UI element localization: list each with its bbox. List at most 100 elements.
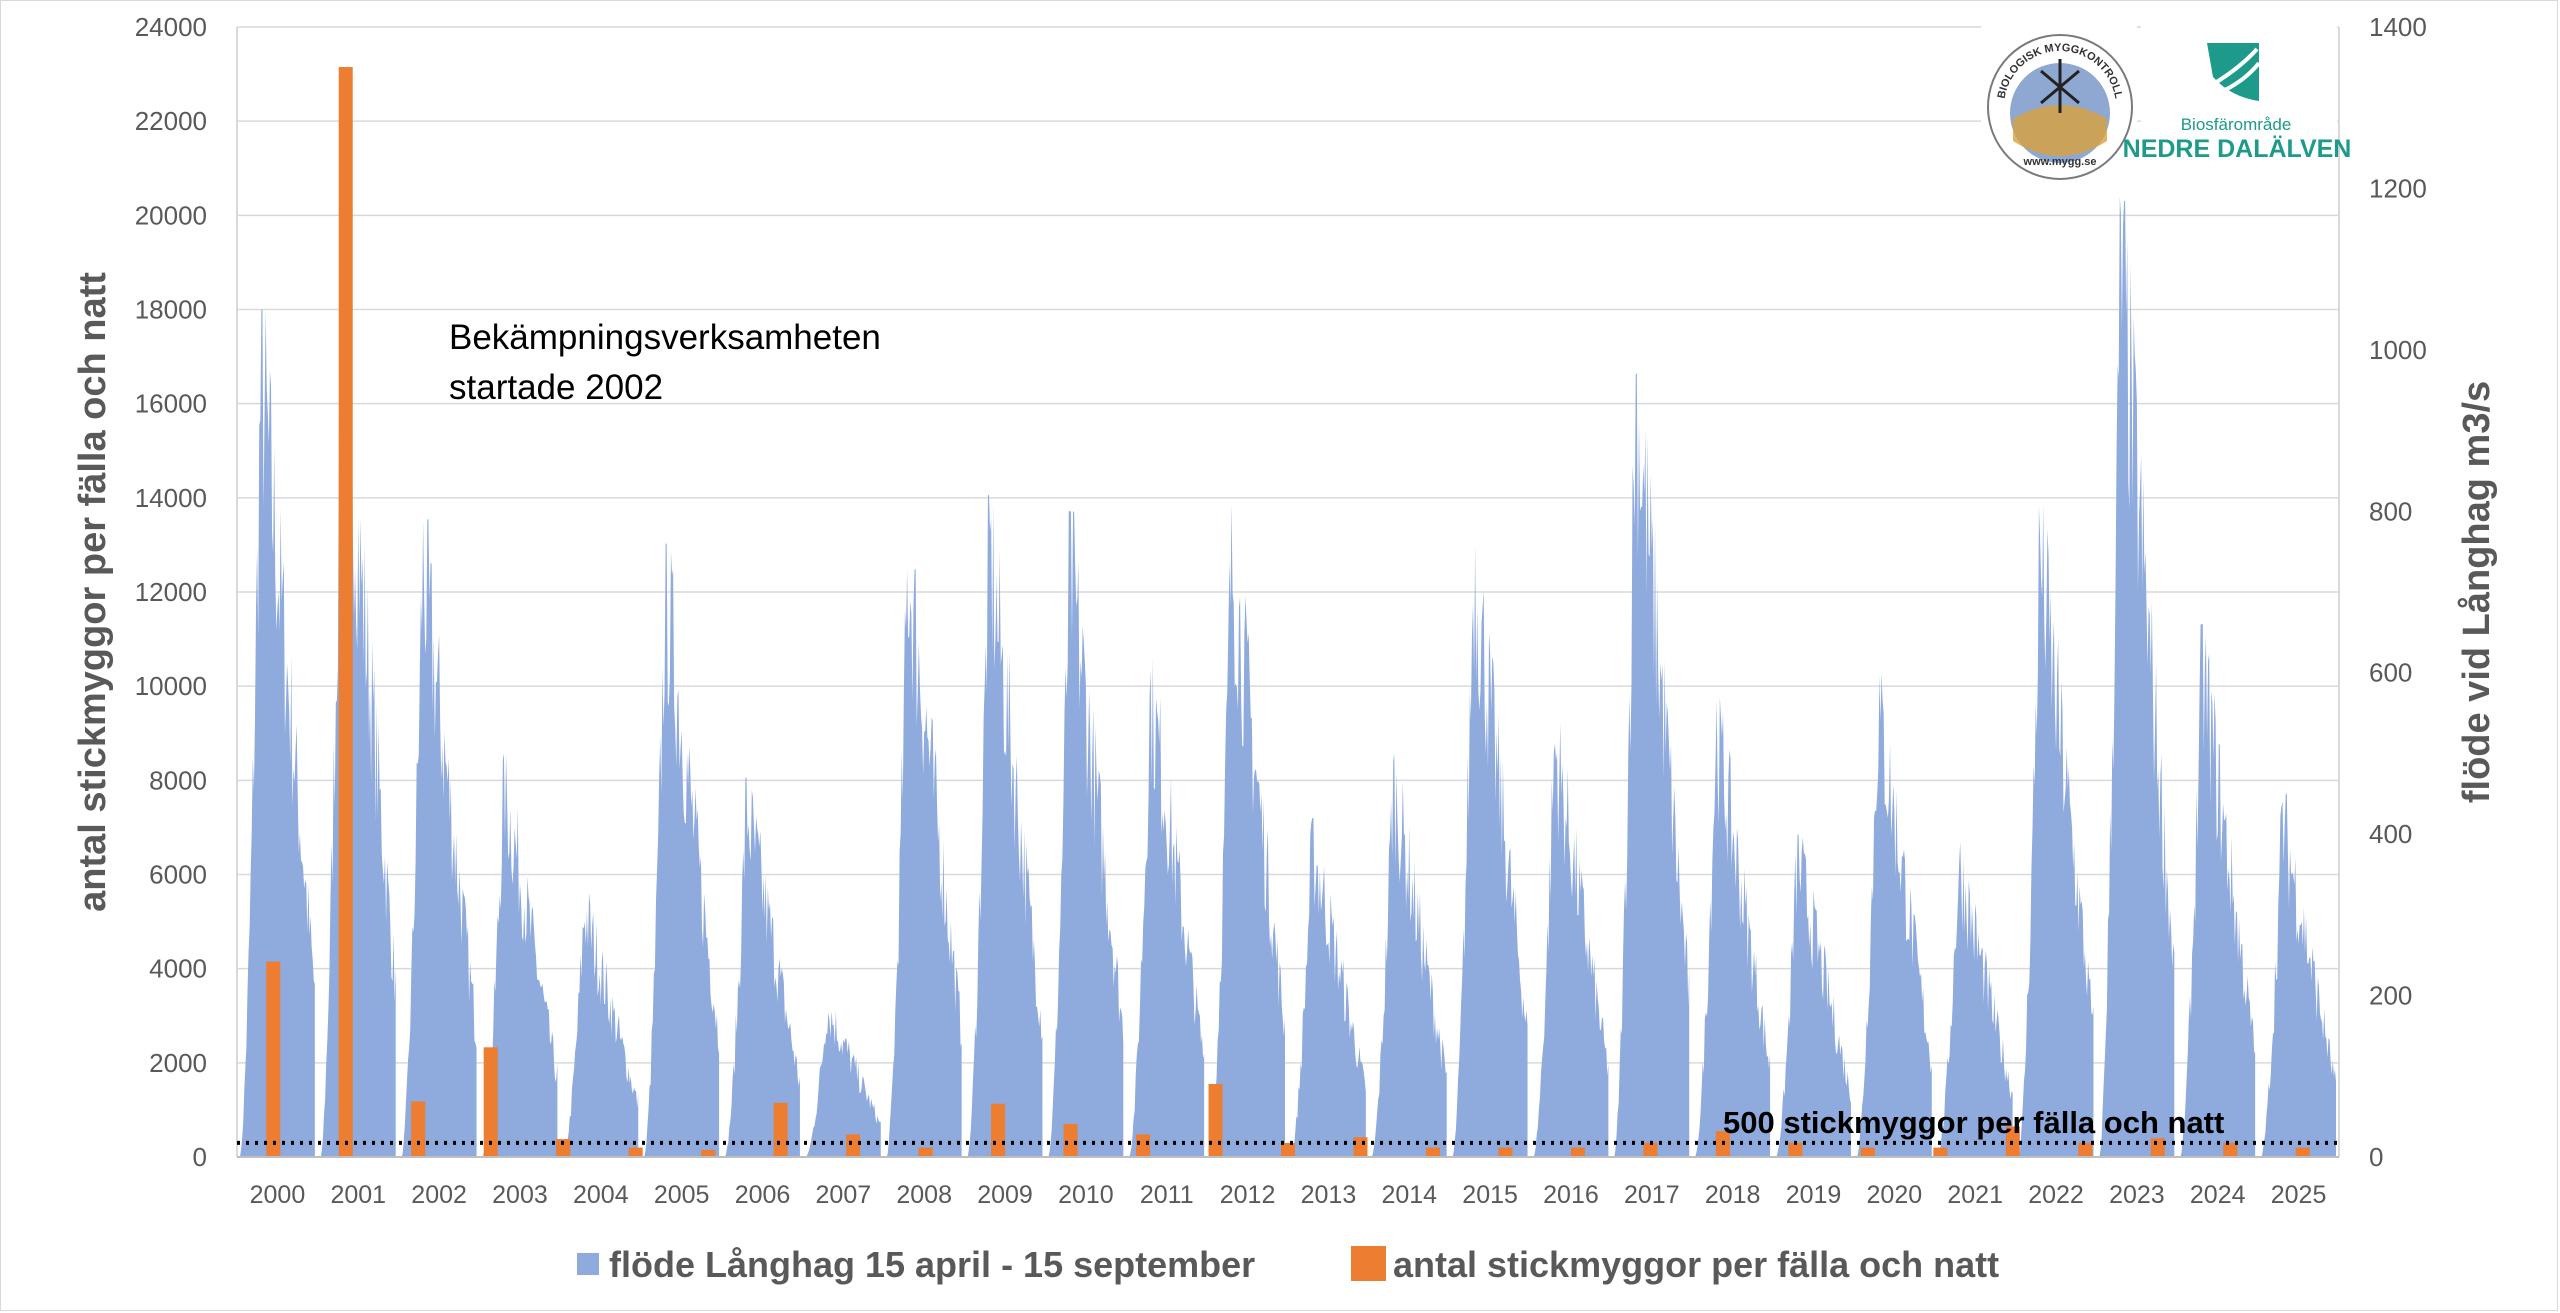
flow-area-segment — [1371, 753, 1447, 1157]
x-tick-label: 2012 — [1220, 1181, 1276, 1209]
mosquito-bar-series — [266, 67, 2310, 1157]
flow-area-segment — [886, 568, 962, 1157]
logo-right-text-small: Biosfärområde — [2181, 115, 2292, 134]
flow-area-segment — [644, 543, 720, 1157]
x-tick-label: 2011 — [1140, 1181, 1194, 1209]
logo-nedre-dalalven: Biosfärområde NEDRE DALÄLVEN — [2123, 25, 2352, 189]
x-tick-label: 2014 — [1381, 1181, 1437, 1209]
flow-area-segment — [1452, 544, 1528, 1157]
x-tick-label: 2022 — [2028, 1181, 2084, 1209]
flow-area-segment — [1614, 373, 1690, 1157]
legend-label-mosquito: antal stickmyggor per fälla och natt — [1393, 1244, 1999, 1285]
flow-area-segment — [401, 519, 477, 1157]
flow-area-segment — [563, 893, 639, 1157]
x-tick-label: 2008 — [896, 1181, 952, 1209]
x-tick-label: 2013 — [1301, 1181, 1357, 1209]
y-left-tick-label: 4000 — [149, 954, 207, 984]
logo-left-text-bottom: www.mygg.se — [2023, 156, 2097, 168]
mosquito-bar — [1063, 1124, 1078, 1157]
logo-left-ground — [2013, 105, 2107, 156]
mosquito-bar — [1933, 1147, 1948, 1157]
y-left-tick-label: 8000 — [149, 765, 207, 795]
annotation-line-2: startade 2002 — [449, 368, 663, 407]
flow-area-segment — [1210, 503, 1285, 1157]
x-tick-label: 2023 — [2109, 1181, 2165, 1209]
x-tick-label: 2001 — [330, 1181, 386, 1209]
y-right-tick-label: 800 — [2369, 496, 2412, 526]
x-tick-label: 2004 — [573, 1181, 629, 1209]
flow-area-segment — [1533, 722, 1609, 1157]
flow-area-segment — [805, 1010, 881, 1157]
flow-area-segment — [2180, 624, 2256, 1157]
legend-swatch-flow — [577, 1253, 599, 1275]
x-tick-label: 2005 — [654, 1181, 710, 1209]
legend-swatch-mosquito — [1351, 1246, 1386, 1281]
flow-area-segment — [2018, 503, 2094, 1157]
mosquito-bar — [701, 1149, 716, 1157]
y-left-tick-label: 2000 — [149, 1048, 207, 1078]
y-left-tick-label: 22000 — [135, 106, 207, 136]
flow-area-segment — [1776, 834, 1851, 1157]
x-tick-label: 2016 — [1543, 1181, 1599, 1209]
x-tick-label: 2021 — [1947, 1181, 2003, 1209]
x-tick-label: 2024 — [2190, 1181, 2246, 1209]
x-tick-label: 2025 — [2271, 1181, 2327, 1209]
y-right-axis-title: flöde vid Långhag m3/s — [2456, 381, 2498, 803]
y-left-tick-label: 12000 — [135, 577, 207, 607]
mosquito-bar — [2150, 1138, 2165, 1157]
mosquito-bar — [2078, 1142, 2093, 1157]
annotation-line-1: Bekämpningsverksamheten — [449, 318, 881, 357]
mosquito-bar — [338, 67, 353, 1157]
mosquito-bar — [628, 1147, 643, 1157]
flow-area-segment — [967, 495, 1043, 1158]
mosquito-bar — [1208, 1084, 1223, 1157]
flow-area-segment — [2261, 793, 2336, 1157]
x-tick-label: 2002 — [411, 1181, 467, 1209]
mosquito-bar — [918, 1147, 933, 1157]
logo-right-text-big: NEDRE DALÄLVEN — [2123, 135, 2352, 163]
mosquito-bar — [2295, 1147, 2310, 1157]
flow-area-segment — [1695, 696, 1771, 1157]
y-left-tick-label: 10000 — [135, 671, 207, 701]
axes — [236, 27, 2340, 1158]
x-tick-label: 2018 — [1705, 1181, 1761, 1209]
y-left-tick-label: 14000 — [135, 483, 207, 513]
legend-label-flow: flöde Långhag 15 april - 15 september — [609, 1244, 1255, 1285]
threshold-group: 500 stickmyggor per fälla och natt — [237, 1105, 2339, 1145]
flow-area-segment — [482, 753, 558, 1157]
mosquito-bar — [1643, 1142, 1658, 1157]
y-right-tick-label: 1200 — [2369, 173, 2427, 203]
flow-area-segment — [1291, 818, 1366, 1157]
tick-labels: 0200040006000800010000120001400016000180… — [135, 12, 2427, 1209]
mosquito-bar — [556, 1139, 571, 1157]
flow-area-segment — [2099, 196, 2175, 1157]
y-right-tick-label: 0 — [2369, 1142, 2383, 1172]
mosquito-bar — [991, 1103, 1006, 1157]
mosquito-bar — [1425, 1147, 1440, 1157]
mosquito-icon — [2040, 59, 2080, 113]
flow-area-segment — [1937, 842, 2013, 1157]
flow-area-segment — [1856, 672, 1932, 1157]
x-tick-label: 2017 — [1624, 1181, 1680, 1209]
x-tick-label: 2009 — [977, 1181, 1033, 1209]
mosquito-bar — [846, 1134, 861, 1157]
x-tick-label: 2007 — [816, 1181, 872, 1209]
mosquito-bar — [1136, 1134, 1151, 1157]
y-left-tick-label: 18000 — [135, 295, 207, 325]
y-left-tick-label: 20000 — [135, 200, 207, 230]
flow-area-segment — [240, 309, 315, 1157]
x-tick-label: 2015 — [1462, 1181, 1518, 1209]
y-right-tick-label: 600 — [2369, 658, 2412, 688]
mosquito-bar — [1860, 1147, 1875, 1157]
y-left-tick-label: 0 — [193, 1142, 207, 1172]
x-tick-label: 2006 — [735, 1181, 791, 1209]
y-right-tick-label: 1400 — [2369, 12, 2427, 42]
x-tick-label: 2003 — [492, 1181, 548, 1209]
y-right-tick-label: 1000 — [2369, 335, 2427, 365]
mosquito-bar — [1281, 1142, 1295, 1157]
x-tick-label: 2010 — [1058, 1181, 1114, 1209]
x-tick-label: 2019 — [1786, 1181, 1842, 1209]
logo-biologisk-myggkontroll: BIOLOGISK MYGGKONTROLL www.mygg.se — [1981, 25, 2137, 189]
